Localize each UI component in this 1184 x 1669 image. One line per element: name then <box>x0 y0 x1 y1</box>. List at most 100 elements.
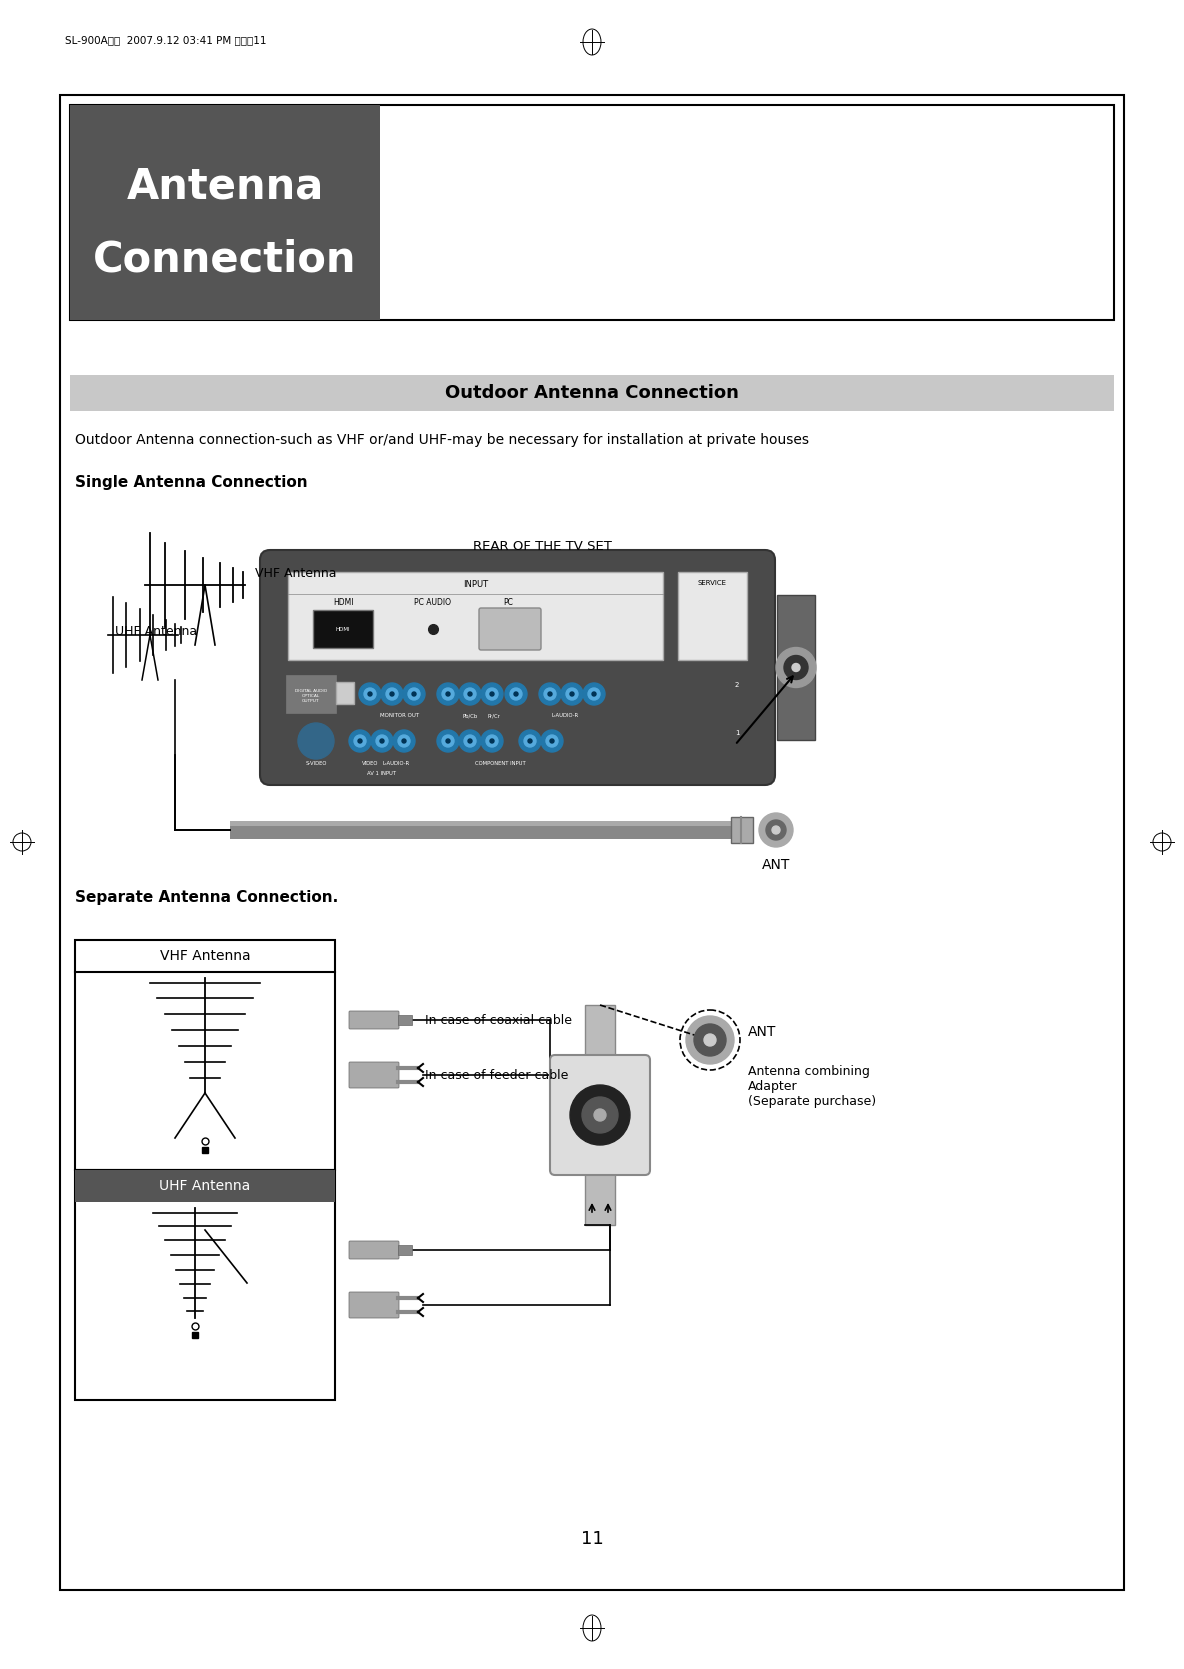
Circle shape <box>686 1016 734 1065</box>
Circle shape <box>784 656 807 679</box>
Circle shape <box>548 693 552 696</box>
Circle shape <box>546 734 558 748</box>
Circle shape <box>766 819 786 840</box>
Circle shape <box>380 739 384 743</box>
FancyBboxPatch shape <box>777 596 815 739</box>
Text: COMPONENT INPUT: COMPONENT INPUT <box>475 761 526 766</box>
FancyBboxPatch shape <box>551 1055 650 1175</box>
Text: Outdoor Antenna connection-such as VHF or/and UHF-may be necessary for installat: Outdoor Antenna connection-such as VHF o… <box>75 432 809 447</box>
Circle shape <box>349 729 371 753</box>
Circle shape <box>393 729 416 753</box>
Circle shape <box>510 688 522 699</box>
Circle shape <box>298 723 334 759</box>
Circle shape <box>442 688 453 699</box>
Circle shape <box>464 688 476 699</box>
Circle shape <box>541 729 564 753</box>
Circle shape <box>506 683 527 704</box>
FancyBboxPatch shape <box>585 1005 614 1060</box>
Text: UHF Antenna: UHF Antenna <box>115 624 197 638</box>
Circle shape <box>514 693 519 696</box>
Circle shape <box>561 683 583 704</box>
Circle shape <box>592 693 596 696</box>
FancyBboxPatch shape <box>349 1242 399 1258</box>
Circle shape <box>446 739 450 743</box>
Circle shape <box>398 734 410 748</box>
Text: Pr/Cr: Pr/Cr <box>488 713 501 718</box>
FancyBboxPatch shape <box>398 1245 412 1255</box>
Circle shape <box>481 729 503 753</box>
Text: S-VIDEO: S-VIDEO <box>305 761 327 766</box>
Circle shape <box>390 693 394 696</box>
Text: Antenna: Antenna <box>127 165 323 207</box>
Text: 1: 1 <box>735 729 739 736</box>
Circle shape <box>363 688 377 699</box>
FancyBboxPatch shape <box>75 1170 335 1202</box>
FancyBboxPatch shape <box>70 376 1114 411</box>
Text: REAR OF THE TV SET: REAR OF THE TV SET <box>472 541 612 552</box>
Circle shape <box>437 729 459 753</box>
FancyBboxPatch shape <box>349 1061 399 1088</box>
Circle shape <box>386 688 398 699</box>
Text: Pb/Cb: Pb/Cb <box>463 713 477 718</box>
Text: Connection: Connection <box>94 239 356 280</box>
Circle shape <box>446 693 450 696</box>
Circle shape <box>519 729 541 753</box>
Circle shape <box>490 739 494 743</box>
Circle shape <box>368 693 372 696</box>
FancyBboxPatch shape <box>70 105 1114 320</box>
FancyBboxPatch shape <box>480 608 541 649</box>
FancyBboxPatch shape <box>336 683 354 704</box>
FancyBboxPatch shape <box>75 1170 335 1400</box>
Circle shape <box>588 688 600 699</box>
Circle shape <box>759 813 793 846</box>
Circle shape <box>539 683 561 704</box>
Text: PC AUDIO: PC AUDIO <box>414 598 451 608</box>
FancyBboxPatch shape <box>313 609 373 648</box>
Circle shape <box>570 1085 630 1145</box>
Text: UHF Antenna: UHF Antenna <box>160 1178 251 1193</box>
Circle shape <box>468 693 472 696</box>
FancyBboxPatch shape <box>75 940 335 1170</box>
Circle shape <box>403 683 425 704</box>
Circle shape <box>459 729 481 753</box>
Text: In case of coaxial cable: In case of coaxial cable <box>425 1013 572 1026</box>
FancyBboxPatch shape <box>349 1011 399 1030</box>
Circle shape <box>371 729 393 753</box>
Circle shape <box>412 693 416 696</box>
Circle shape <box>772 826 780 834</box>
Text: Antenna combining
Adapter
(Separate purchase): Antenna combining Adapter (Separate purc… <box>748 1065 876 1108</box>
Circle shape <box>543 688 556 699</box>
Circle shape <box>485 688 498 699</box>
Text: Separate Antenna Connection.: Separate Antenna Connection. <box>75 890 339 905</box>
Text: ANT: ANT <box>748 1025 777 1040</box>
Circle shape <box>485 734 498 748</box>
FancyBboxPatch shape <box>260 551 776 784</box>
FancyBboxPatch shape <box>349 1292 399 1319</box>
Text: INPUT: INPUT <box>463 581 488 589</box>
FancyBboxPatch shape <box>398 1015 412 1025</box>
Text: HDMI: HDMI <box>336 626 350 631</box>
Circle shape <box>359 683 381 704</box>
Circle shape <box>377 734 388 748</box>
FancyBboxPatch shape <box>288 572 663 659</box>
FancyBboxPatch shape <box>678 572 747 659</box>
Circle shape <box>583 683 605 704</box>
Circle shape <box>481 683 503 704</box>
Circle shape <box>704 1035 716 1046</box>
Circle shape <box>354 734 366 748</box>
FancyBboxPatch shape <box>70 105 380 320</box>
Text: SL-900A영어  2007.9.12 03:41 PM 페이지11: SL-900A영어 2007.9.12 03:41 PM 페이지11 <box>65 35 266 45</box>
Text: L-AUDIO-R: L-AUDIO-R <box>552 713 579 718</box>
Circle shape <box>594 1108 606 1122</box>
Circle shape <box>551 739 554 743</box>
FancyBboxPatch shape <box>230 821 731 826</box>
Text: SERVICE: SERVICE <box>699 581 727 586</box>
Text: ANT: ANT <box>761 858 790 871</box>
Circle shape <box>525 734 536 748</box>
Circle shape <box>358 739 362 743</box>
Circle shape <box>583 1097 618 1133</box>
Text: 2: 2 <box>735 683 739 688</box>
FancyBboxPatch shape <box>287 674 336 713</box>
Circle shape <box>442 734 453 748</box>
Circle shape <box>381 683 403 704</box>
